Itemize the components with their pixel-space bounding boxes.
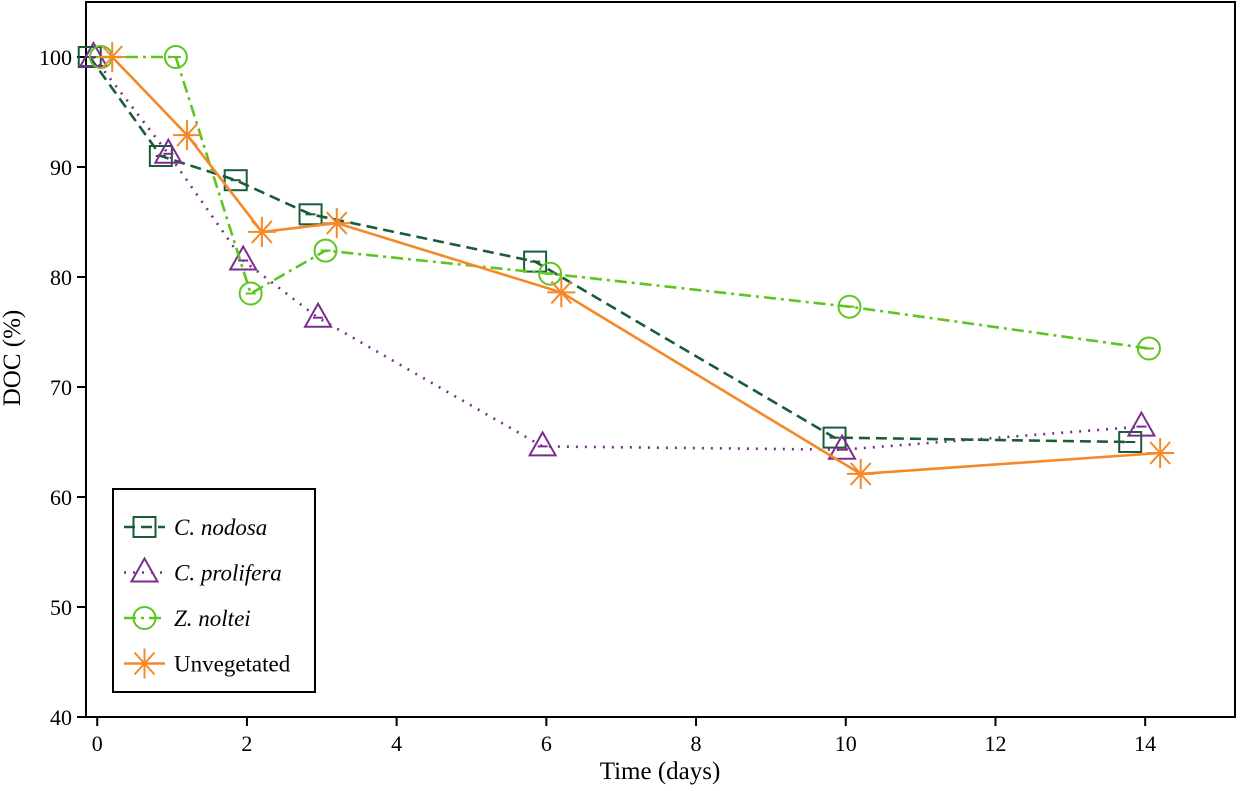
series-2 <box>88 45 1161 361</box>
y-tick-label: 70 <box>50 375 72 400</box>
data-point <box>322 208 351 239</box>
x-tick-label: 6 <box>541 731 552 756</box>
y-tick-label: 90 <box>50 155 72 180</box>
data-point <box>1126 410 1157 437</box>
data-point <box>538 261 563 286</box>
y-tick-label: 50 <box>50 595 72 620</box>
data-point <box>163 45 188 69</box>
legend-label: C. prolifera <box>174 561 282 586</box>
plot-frame <box>85 1 1236 718</box>
x-tick-label: 2 <box>241 731 252 756</box>
legend-entry: Z. noltei <box>124 606 251 631</box>
data-point <box>313 238 338 263</box>
legend-entry: C. nodosa <box>124 515 267 540</box>
data-point <box>228 244 258 271</box>
legend-marker <box>129 556 160 583</box>
asterisk-stroke <box>1149 441 1171 465</box>
data-point <box>1136 336 1161 361</box>
legend-label: Z. noltei <box>174 606 251 631</box>
legend-marker <box>132 606 157 630</box>
data-point <box>303 301 333 328</box>
data-point <box>238 281 263 306</box>
asterisk-stroke <box>849 462 872 486</box>
legend: C. nodosa C. prolifera Z. noltei Unvegetate… <box>112 488 316 693</box>
y-tick-label: 60 <box>50 485 72 510</box>
data-point <box>153 137 184 164</box>
legend-marker <box>130 648 159 679</box>
y-tick-label: 100 <box>39 45 72 70</box>
y-tick-label: 40 <box>50 705 72 730</box>
data-point <box>247 216 276 247</box>
legend-marker <box>132 516 157 538</box>
data-point <box>1146 438 1175 468</box>
asterisk-stroke <box>251 220 273 244</box>
legend-label: C. nodosa <box>174 515 267 540</box>
x-axis-label: Time (days) <box>600 758 721 785</box>
asterisk-stroke <box>176 123 198 147</box>
legend-entry: Unvegetated <box>124 648 291 679</box>
x-tick-label: 14 <box>1134 731 1156 756</box>
x-tick-label: 10 <box>835 731 857 756</box>
data-point <box>223 169 248 192</box>
data-point <box>173 120 202 151</box>
legend-entry: C. prolifera <box>124 556 282 586</box>
x-tick-label: 4 <box>391 731 402 756</box>
data-point <box>547 277 576 308</box>
data-point <box>298 203 323 226</box>
series-line <box>111 56 1161 476</box>
data-point <box>827 433 857 460</box>
data-point <box>148 145 173 167</box>
x-tick-label: 12 <box>984 731 1006 756</box>
series-line <box>101 55 1150 350</box>
legend-frame <box>112 488 316 693</box>
data-point <box>98 42 127 72</box>
asterisk-stroke <box>550 280 573 305</box>
asterisk-stroke <box>133 651 156 676</box>
data-point <box>846 458 875 489</box>
data-point <box>527 430 558 457</box>
x-tick-label: 8 <box>691 731 702 756</box>
asterisk-stroke <box>326 211 348 235</box>
y-tick-label: 80 <box>50 265 72 290</box>
series-1 <box>78 40 1157 460</box>
series-line <box>92 56 1142 452</box>
series-3 <box>98 42 1175 489</box>
legend-label: Unvegetated <box>174 652 291 677</box>
asterisk-stroke <box>101 45 123 69</box>
data-point <box>837 294 862 319</box>
x-tick-label: 0 <box>92 731 103 756</box>
y-axis-label: DOC (%) <box>0 310 26 407</box>
